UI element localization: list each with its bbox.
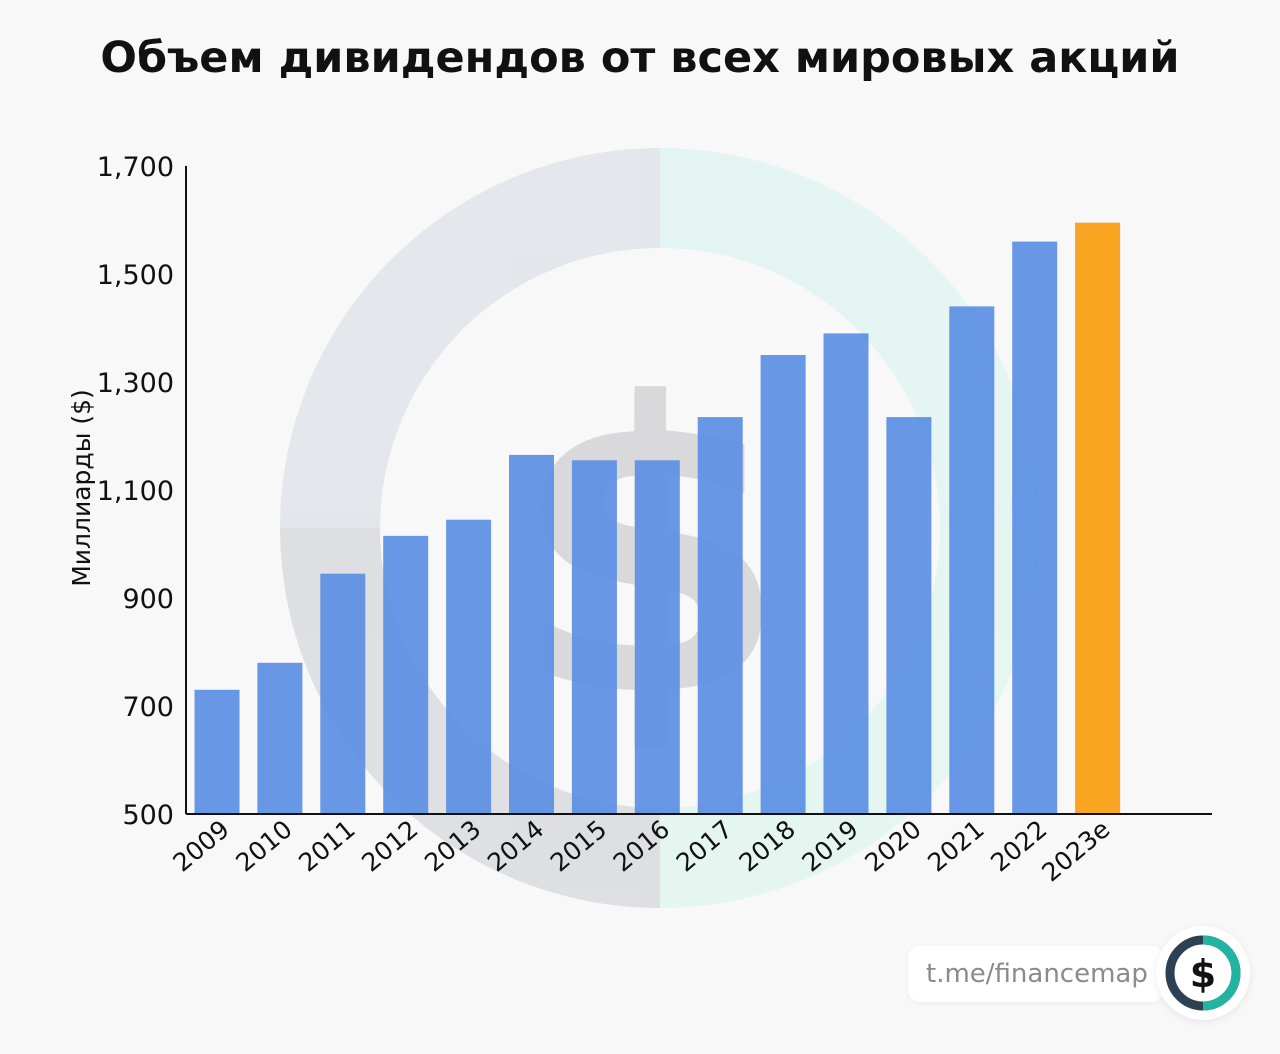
bar-2023e	[1075, 222, 1121, 814]
bar-2020	[886, 417, 932, 814]
x-tick-label: 2009	[167, 814, 234, 877]
bar-2022	[1012, 241, 1058, 815]
y-tick-label: 1,100	[97, 476, 174, 507]
bars	[194, 222, 1121, 815]
bar-2012	[383, 535, 429, 814]
bar-2016	[634, 460, 680, 814]
x-tick-label: 2011	[293, 814, 360, 877]
bar-2019	[823, 333, 869, 814]
y-tick-label: 1,300	[97, 368, 174, 399]
y-axis-ticks: 500 700 900 1,100 1,300 1,500 1,700	[97, 152, 174, 831]
y-tick-label: 1,700	[97, 152, 174, 183]
x-tick-label: 2021	[922, 814, 989, 877]
brand-link[interactable]: t.me/financemap	[908, 946, 1164, 1002]
x-tick-label: 2023e	[1036, 814, 1115, 887]
y-axis-label: Миллиарды ($)	[67, 389, 96, 587]
svg-text:$: $	[1190, 952, 1216, 996]
y-tick-label: 700	[122, 692, 174, 723]
y-tick-label: 500	[122, 800, 174, 831]
bar-2009	[194, 689, 240, 814]
dollar-sign-icon: $	[1165, 935, 1241, 1011]
bar-2015	[571, 460, 617, 814]
bar-2018	[760, 355, 806, 814]
y-tick-label: 900	[122, 584, 174, 615]
bar-2011	[320, 573, 366, 814]
bar-2013	[446, 519, 492, 814]
bar-2014	[509, 454, 554, 814]
bar-2021	[949, 306, 995, 814]
x-tick-label: 2010	[230, 814, 297, 877]
brand-logo: $	[1156, 926, 1250, 1020]
bar-2017	[697, 417, 743, 814]
chart-title: Объем дивидендов от всех мировых акций	[100, 33, 1179, 83]
bar-2010	[257, 662, 303, 814]
y-tick-label: 1,500	[97, 260, 174, 291]
brand-link-text: t.me/financemap	[926, 959, 1148, 989]
x-tick-label: 2012	[356, 814, 423, 877]
